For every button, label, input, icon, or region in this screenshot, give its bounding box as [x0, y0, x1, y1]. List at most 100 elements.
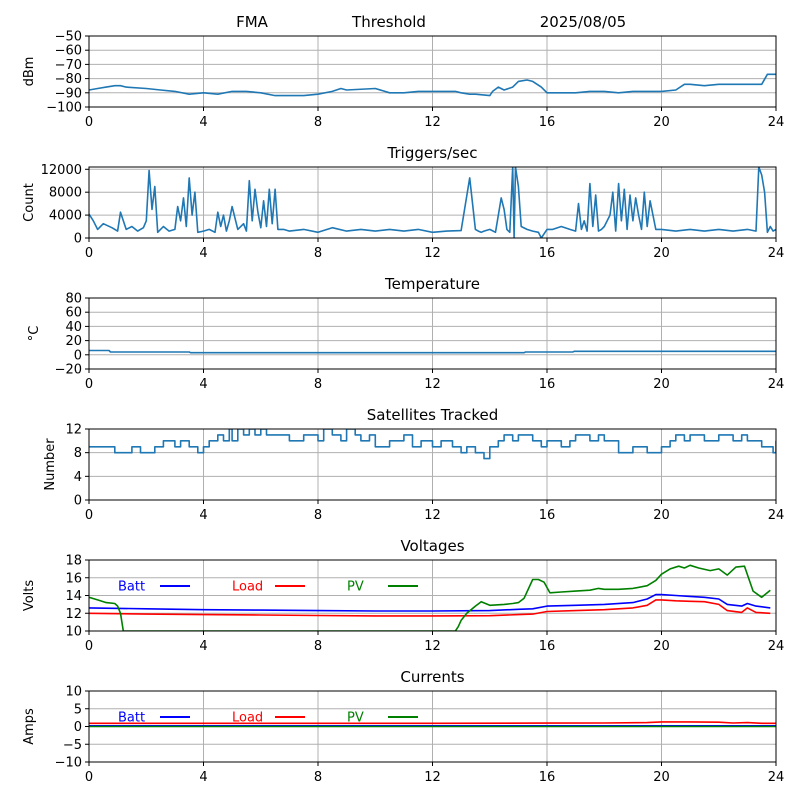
x-tick-label: 24: [768, 115, 785, 130]
x-tick-label: 16: [539, 115, 556, 130]
x-tick-label: 24: [768, 639, 785, 654]
x-tick-label: 12: [424, 115, 441, 130]
x-tick-label: 4: [199, 770, 207, 785]
y-tick-label: −80: [55, 72, 82, 87]
x-tick-label: 16: [539, 377, 556, 392]
x-tick-label: 12: [424, 508, 441, 523]
y-tick-label: 8: [74, 446, 82, 461]
y-axis-label: Volts: [22, 580, 37, 612]
x-tick-label: 16: [539, 508, 556, 523]
series-line: [89, 73, 776, 97]
header-station: FMA: [236, 13, 269, 31]
y-tick-label: 10: [65, 685, 82, 700]
y-tick-label: −90: [55, 86, 82, 101]
x-tick-label: 0: [85, 115, 93, 130]
x-tick-label: 0: [85, 770, 93, 785]
x-tick-label: 4: [199, 639, 207, 654]
x-tick-label: 12: [424, 639, 441, 654]
y-tick-label: 60: [65, 306, 82, 321]
panel-threshold: 0 4 8 12 16 20 24 −100−90−80−70−60−50 dBm: [22, 30, 784, 131]
x-tick-label: 20: [653, 508, 670, 523]
header-label: Threshold: [351, 13, 426, 31]
y-tick-label: 20: [65, 334, 82, 349]
x-tick-label: 16: [539, 639, 556, 654]
y-tick-label: 4: [74, 470, 82, 485]
x-tick-label: 20: [653, 115, 670, 130]
legend-label-pv: PV: [347, 580, 364, 595]
y-axis-label: Number: [43, 438, 58, 491]
x-tick-label: 16: [539, 770, 556, 785]
legend-label-pv: PV: [347, 711, 364, 726]
series-group: [89, 349, 776, 354]
x-tick-label: 8: [314, 639, 322, 654]
x-tick-label: 0: [85, 508, 93, 523]
x-tick-label: 8: [314, 246, 322, 261]
x-tick-label: 4: [199, 377, 207, 392]
x-tick-label: 8: [314, 770, 322, 785]
panel-title: Currents: [400, 668, 464, 686]
y-tick-label: 0: [74, 494, 82, 509]
x-tick-label: 24: [768, 508, 785, 523]
x-tick-label: 8: [314, 115, 322, 130]
series-line-load: [89, 721, 776, 725]
y-tick-label: 4000: [49, 209, 82, 224]
x-tick-label: 20: [653, 246, 670, 261]
panel-title: Triggers/sec: [387, 144, 478, 162]
y-tick-label: −10: [55, 756, 82, 771]
panel-voltages: 0 4 8 12 16 20 24 10 12 14 16 18 Voltages Volts Batt Lo…: [22, 537, 784, 654]
x-tick-label: 20: [653, 639, 670, 654]
y-tick-label: 16: [65, 571, 82, 586]
header-date: 2025/08/05: [540, 13, 626, 31]
x-tick-label: 12: [424, 246, 441, 261]
y-tick-label: 12: [65, 607, 82, 622]
y-tick-label: 14: [65, 589, 82, 604]
y-axis-label: °C: [27, 326, 42, 342]
series-line-pv: [89, 564, 771, 631]
y-tick-label: 12: [65, 423, 82, 438]
x-tick-label: 24: [768, 770, 785, 785]
y-tick-label: −20: [55, 363, 82, 378]
y-axis-label: dBm: [22, 57, 37, 87]
series-line: [89, 349, 776, 354]
y-tick-label: 80: [65, 292, 82, 307]
y-tick-label: 0: [74, 720, 82, 735]
series-line: [89, 429, 776, 460]
y-tick-label: −100: [46, 101, 82, 116]
series-line-load: [89, 599, 771, 617]
y-tick-label: 18: [65, 554, 82, 569]
x-tick-label: 0: [85, 246, 93, 261]
y-axis-label: Count: [22, 183, 37, 222]
series-line-batt: [89, 593, 771, 612]
x-tick-label: 8: [314, 377, 322, 392]
x-tick-label: 4: [199, 246, 207, 261]
y-tick-label: 8000: [49, 186, 82, 201]
panel-title: Satellites Tracked: [367, 406, 498, 424]
series-group: [89, 167, 776, 238]
x-tick-label: 0: [85, 639, 93, 654]
y-tick-label: 0: [74, 232, 82, 247]
y-tick-label: 10: [65, 625, 82, 640]
y-tick-label: −60: [55, 44, 82, 59]
y-axis-label: Amps: [22, 708, 37, 745]
x-tick-label: 24: [768, 246, 785, 261]
y-tick-label: −5: [63, 738, 82, 753]
legend-label-load: Load: [232, 711, 263, 726]
panel-title: Temperature: [384, 275, 480, 293]
y-tick-label: 40: [65, 320, 82, 335]
series-group: [89, 721, 776, 728]
y-tick-label: −50: [55, 30, 82, 45]
x-tick-label: 8: [314, 508, 322, 523]
y-tick-label: 12000: [41, 163, 82, 178]
panel-triggers: 0 4 8 12 16 20 24 0 4000 8000 12000 Triggers/sec Cou…: [22, 144, 784, 261]
y-tick-label: 5: [74, 702, 82, 717]
y-tick-label: −70: [55, 58, 82, 73]
x-tick-label: 12: [424, 377, 441, 392]
x-tick-label: 4: [199, 508, 207, 523]
series-group: [89, 564, 771, 631]
series-line: [89, 167, 776, 238]
legend-label-batt: Batt: [118, 580, 145, 595]
x-tick-label: 20: [653, 377, 670, 392]
